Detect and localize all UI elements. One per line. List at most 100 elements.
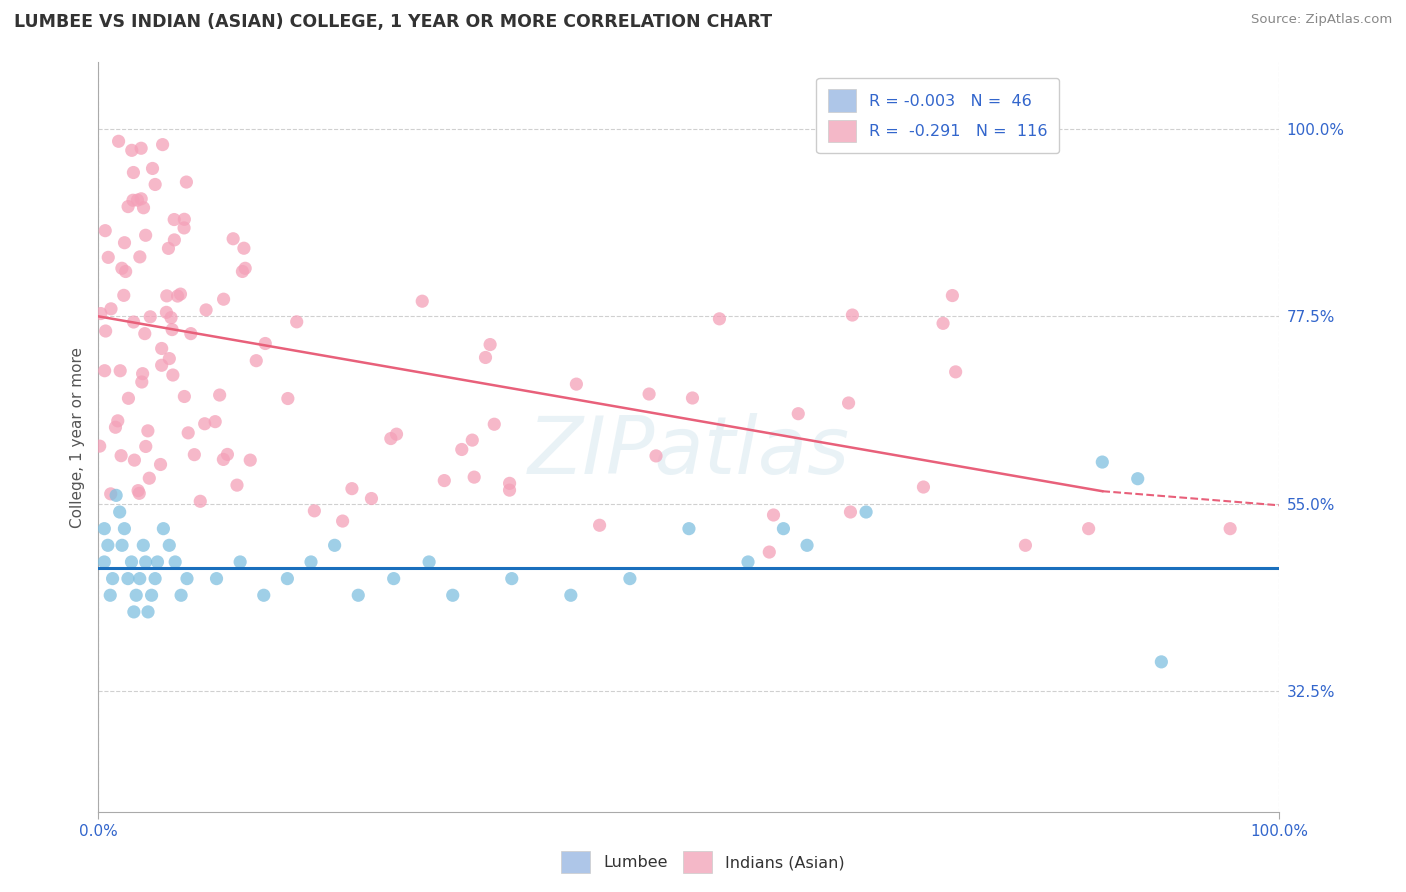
Point xyxy=(110,449,132,463)
Point xyxy=(108,364,131,378)
Point xyxy=(170,588,193,602)
Text: Source: ZipAtlas.com: Source: ZipAtlas.com xyxy=(1251,13,1392,27)
Point xyxy=(212,292,235,306)
Point xyxy=(131,375,153,389)
Point xyxy=(205,572,228,586)
Point xyxy=(117,392,139,406)
Point xyxy=(217,447,239,461)
Point xyxy=(380,432,402,446)
Point xyxy=(117,200,139,214)
Point xyxy=(136,605,159,619)
Point xyxy=(411,294,433,309)
Point xyxy=(173,212,195,227)
Point xyxy=(97,251,120,265)
Point xyxy=(121,555,143,569)
Point xyxy=(169,287,191,301)
Point xyxy=(678,522,700,536)
Point xyxy=(183,448,205,462)
Point xyxy=(89,439,111,453)
Point xyxy=(152,137,174,152)
Point xyxy=(479,337,502,351)
Point xyxy=(122,165,145,179)
Point xyxy=(139,310,162,324)
Point xyxy=(796,538,818,552)
Point xyxy=(160,322,183,336)
Point xyxy=(484,417,506,432)
Point xyxy=(208,388,231,402)
Y-axis label: College, 1 year or more: College, 1 year or more xyxy=(69,347,84,527)
Point xyxy=(97,538,120,552)
Point xyxy=(157,241,180,255)
Point xyxy=(150,342,173,356)
Point xyxy=(839,505,862,519)
Point xyxy=(98,588,121,602)
Point xyxy=(232,241,254,255)
Point xyxy=(229,555,252,569)
Point xyxy=(382,572,405,586)
Point xyxy=(1091,455,1114,469)
Point xyxy=(285,315,308,329)
Point xyxy=(276,572,298,586)
Point xyxy=(195,302,218,317)
Point xyxy=(941,288,963,302)
Point xyxy=(128,250,150,264)
Point xyxy=(93,522,115,536)
Point xyxy=(277,392,299,406)
Point xyxy=(418,555,440,569)
Point xyxy=(143,572,166,586)
Point xyxy=(90,307,112,321)
Point xyxy=(107,414,129,428)
Point xyxy=(304,504,326,518)
Point xyxy=(155,305,177,319)
Point xyxy=(1219,522,1241,536)
Point xyxy=(498,483,520,497)
Point xyxy=(619,572,641,586)
Point xyxy=(441,588,464,602)
Point xyxy=(111,261,134,276)
Text: ZIPatlas: ZIPatlas xyxy=(527,413,851,491)
Point xyxy=(323,538,346,552)
Point xyxy=(173,389,195,403)
Point xyxy=(141,161,163,176)
Point xyxy=(932,316,955,330)
Point xyxy=(253,588,276,602)
Point xyxy=(135,228,157,243)
Point xyxy=(104,420,127,434)
Point xyxy=(212,452,235,467)
Point xyxy=(474,351,496,365)
Point xyxy=(128,572,150,586)
Point xyxy=(1150,655,1173,669)
Point xyxy=(127,483,149,498)
Point xyxy=(772,522,794,536)
Point xyxy=(114,264,136,278)
Point xyxy=(94,324,117,338)
Point xyxy=(188,494,211,508)
Point xyxy=(100,301,122,316)
Point xyxy=(132,201,155,215)
Point xyxy=(762,508,785,522)
Point xyxy=(165,555,187,569)
Point xyxy=(588,518,610,533)
Point xyxy=(180,326,202,341)
Point xyxy=(101,572,124,586)
Point xyxy=(162,368,184,382)
Point xyxy=(332,514,354,528)
Point xyxy=(93,555,115,569)
Point xyxy=(157,538,180,552)
Point xyxy=(114,235,136,250)
Point xyxy=(138,471,160,485)
Point xyxy=(129,192,152,206)
Point xyxy=(152,522,174,536)
Point xyxy=(841,308,863,322)
Legend: Lumbee, Indians (Asian): Lumbee, Indians (Asian) xyxy=(555,844,851,880)
Point xyxy=(709,311,731,326)
Point xyxy=(160,310,183,325)
Text: LUMBEE VS INDIAN (ASIAN) COLLEGE, 1 YEAR OR MORE CORRELATION CHART: LUMBEE VS INDIAN (ASIAN) COLLEGE, 1 YEAR… xyxy=(14,13,772,31)
Legend: R = -0.003   N =  46, R =  -0.291   N =  116: R = -0.003 N = 46, R = -0.291 N = 116 xyxy=(817,78,1059,153)
Point xyxy=(565,377,588,392)
Point xyxy=(131,367,153,381)
Point xyxy=(638,387,661,401)
Point xyxy=(450,442,472,457)
Point xyxy=(945,365,967,379)
Point xyxy=(122,605,145,619)
